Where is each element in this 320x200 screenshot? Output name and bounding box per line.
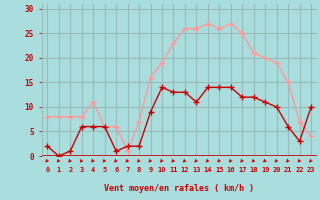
- X-axis label: Vent moyen/en rafales ( km/h ): Vent moyen/en rafales ( km/h ): [104, 184, 254, 193]
